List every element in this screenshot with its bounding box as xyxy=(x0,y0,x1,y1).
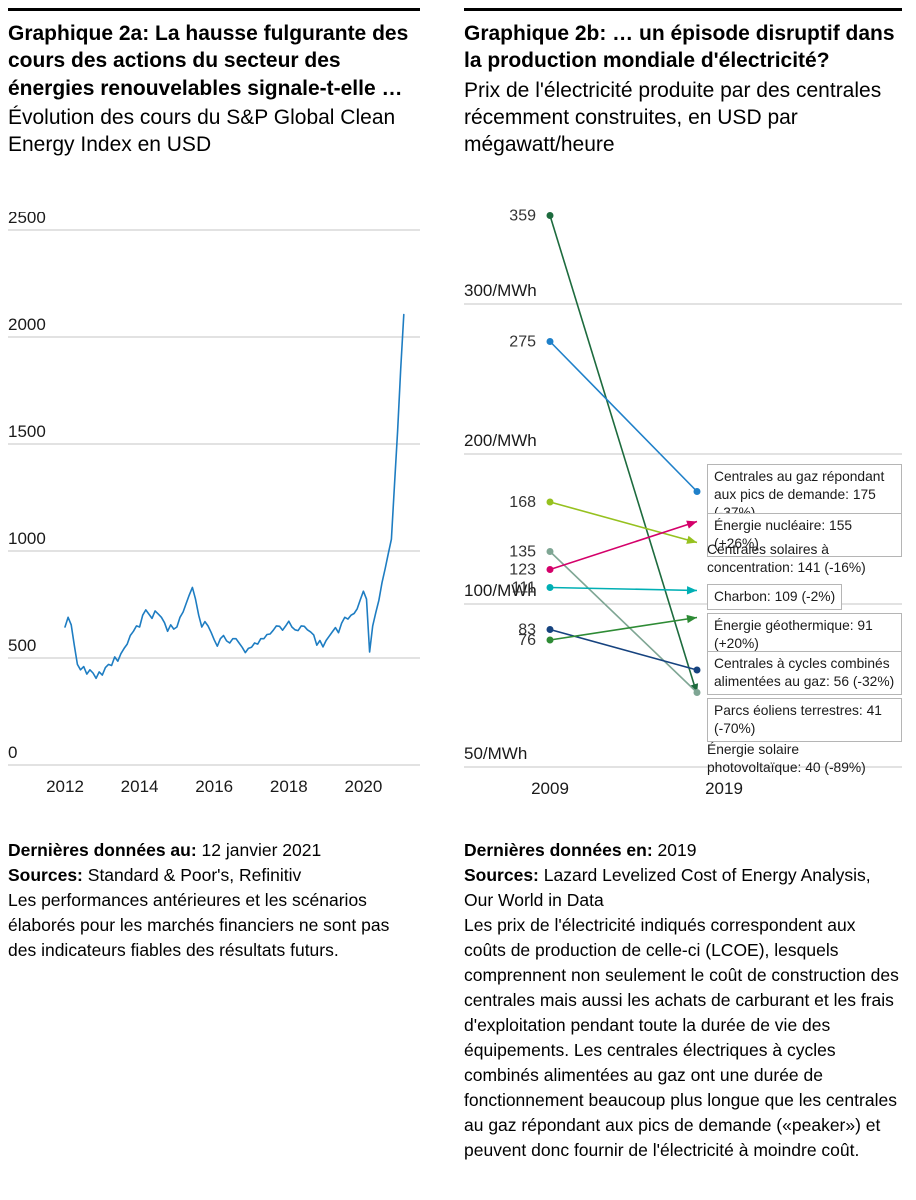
slope-line xyxy=(549,340,698,493)
slope-line xyxy=(549,550,698,694)
start-value-label: 359 xyxy=(509,208,536,225)
y-axis-label: 2500 xyxy=(8,212,46,227)
series-label: Centrales solaires à concentration: 141 … xyxy=(707,542,866,576)
panel-footer: Dernières données au: 12 janvier 2021 So… xyxy=(8,838,420,963)
y-axis-label: 300/MWh xyxy=(464,281,537,300)
y-axis-label: 1500 xyxy=(8,422,46,441)
start-dot xyxy=(546,548,554,555)
y-axis-label: 100/MWh xyxy=(464,581,537,600)
last-data-label: Dernières données en: xyxy=(464,840,653,860)
disclaimer-note: Les performances antérieures et les scén… xyxy=(8,890,390,961)
last-data-value: 12 janvier 2021 xyxy=(201,840,322,860)
start-dot xyxy=(546,498,554,506)
y-axis-label: 1000 xyxy=(8,529,46,548)
x-axis-label: 2019 xyxy=(705,779,743,798)
panel-top-rule xyxy=(8,8,420,11)
sources-line: Sources: Lazard Levelized Cost of Energy… xyxy=(464,863,902,913)
panel-graphique-2b: Graphique 2b: … un épisode disruptif dan… xyxy=(464,8,902,1192)
start-value-label: 123 xyxy=(509,562,536,579)
sources-line: Sources: Standard & Poor's, Refinitiv xyxy=(8,863,420,888)
end-dot xyxy=(693,689,701,696)
x-axis-label: 2018 xyxy=(270,777,308,796)
sources-value: Standard & Poor's, Refinitiv xyxy=(87,865,302,886)
x-axis-label: 2016 xyxy=(195,777,233,796)
last-data-label: Dernières données au: xyxy=(8,840,197,860)
end-dot xyxy=(693,488,701,495)
last-data-value: 2019 xyxy=(657,840,697,860)
y-axis-label: 2000 xyxy=(8,315,46,334)
last-data-line: Dernières données au: 12 janvier 2021 xyxy=(8,838,420,863)
last-data-line: Dernières données en: 2019 xyxy=(464,838,902,863)
start-value-label: 76 xyxy=(518,632,536,649)
start-dot xyxy=(546,626,554,633)
series-label: Parcs éoliens terrestres: 41 (-70%) xyxy=(707,698,902,743)
slope-line xyxy=(549,586,698,592)
end-dot xyxy=(693,666,701,674)
series-label: Centrales à cycles combinés alimentées a… xyxy=(707,651,902,696)
panel-footer: Dernières données en: 2019 Sources: Laza… xyxy=(464,838,902,1163)
start-dot xyxy=(546,338,554,345)
slope-line xyxy=(549,501,698,544)
clean-energy-line-chart: 0 500 1000 1500 2000 2500 2012 2014 2016 2018 2020 xyxy=(8,212,420,804)
start-value-label: 275 xyxy=(509,334,536,351)
panel-subtitle: Évolution des cours du S&P Global Clean … xyxy=(8,105,396,157)
series-label: Énergie nucléaire: 155 (+26%) xyxy=(707,513,902,558)
y-axis-label: 0 xyxy=(8,743,17,762)
start-dot xyxy=(546,566,554,573)
methodology-note: Les prix de l'électricité indiqués corre… xyxy=(464,915,899,1161)
series-label: Énergie géothermique: 91 (+20%) xyxy=(707,613,902,658)
panel-subtitle: Prix de l'électricité produite par des c… xyxy=(464,78,882,157)
x-axis-label: 2014 xyxy=(121,777,159,796)
y-axis-label: 200/MWh xyxy=(464,431,537,450)
arrowhead-icon xyxy=(686,520,697,529)
x-axis-label: 2012 xyxy=(46,777,84,796)
electricity-price-slope-chart: 300/MWh 200/MWh 100/MWh 50/MWh 2009 2019 359 27… xyxy=(464,206,902,818)
x-axis-label: 2020 xyxy=(344,777,382,796)
start-value-label: 83 xyxy=(518,622,536,639)
panel-title: Graphique 2b: … un épisode disruptif dan… xyxy=(464,22,895,73)
x-axis-label: 2009 xyxy=(531,779,569,798)
panel-title: Graphique 2a: La hausse fulgurante des c… xyxy=(8,22,409,100)
series-label: Énergie solaire photovoltaïque: 40 (-89%… xyxy=(707,742,866,776)
start-dot xyxy=(546,584,554,591)
line-chart-svg: 0 500 1000 1500 2000 2500 2012 2014 2016 2018 2020 xyxy=(8,212,420,796)
slope-line xyxy=(549,616,698,641)
y-axis-label: 50/MWh xyxy=(464,744,527,763)
arrowhead-icon xyxy=(686,586,697,595)
arrowhead-icon xyxy=(686,614,697,624)
start-value-label: 135 xyxy=(509,544,536,561)
start-value-label: 111 xyxy=(512,580,536,597)
index-price-line xyxy=(64,313,405,680)
start-dot xyxy=(546,212,554,219)
start-dot xyxy=(546,636,554,644)
series-label: Charbon: 109 (-2%) xyxy=(707,584,843,611)
slope-line xyxy=(549,520,698,571)
sources-label: Sources: xyxy=(464,865,539,886)
slope-line xyxy=(549,628,698,671)
sources-value: Lazard Levelized Cost of Energy Analysis… xyxy=(464,865,871,911)
panel-top-rule xyxy=(464,8,902,11)
panel-graphique-2a: Graphique 2a: La hausse fulgurante des c… xyxy=(8,8,420,1192)
slope-line xyxy=(549,215,698,695)
start-value-label: 168 xyxy=(509,494,536,511)
y-axis-label: 500 xyxy=(8,636,36,655)
sources-label: Sources: xyxy=(8,865,83,886)
arrowhead-icon xyxy=(686,535,697,544)
